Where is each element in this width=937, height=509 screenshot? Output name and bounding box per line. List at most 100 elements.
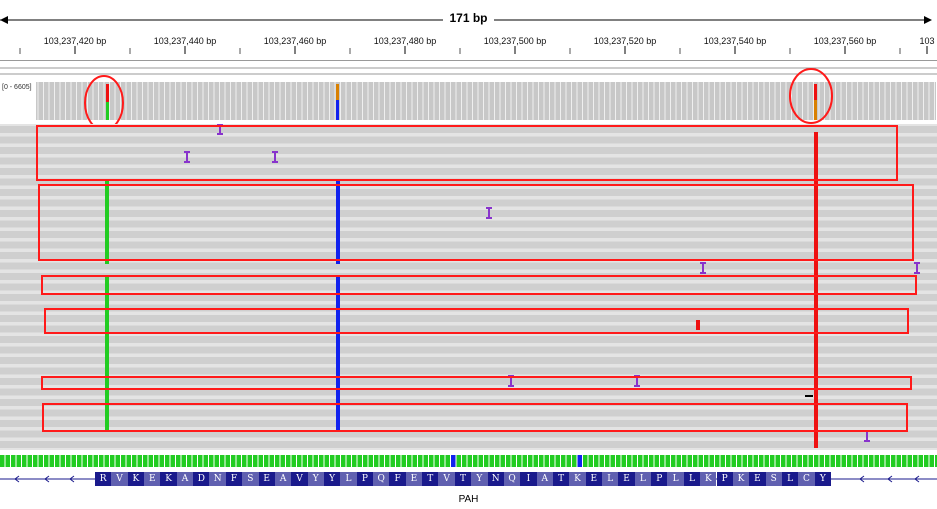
strand-arrow (69, 475, 75, 483)
reference-base (110, 455, 115, 467)
reference-base (720, 455, 725, 467)
reference-base (126, 455, 131, 467)
tick-label: 103,237,500 bp (483, 36, 547, 46)
reference-base (484, 455, 489, 467)
reference-base (478, 455, 483, 467)
reference-base (379, 455, 384, 467)
amino-acid: L (683, 472, 701, 486)
reference-base (335, 455, 340, 467)
tick-label: 103,237,560 bp (813, 36, 877, 46)
reference-base (775, 455, 780, 467)
reference-base (704, 455, 709, 467)
read (0, 178, 937, 186)
amino-acid: S (765, 472, 782, 486)
amino-acid: K (700, 472, 717, 486)
reference-base (16, 455, 21, 467)
coverage-histogram (0, 66, 937, 131)
reference-base (49, 455, 54, 467)
reference-base (847, 455, 852, 467)
read (0, 252, 937, 259)
reference-base (368, 455, 373, 467)
tick-label: 103,237,440 bp (153, 36, 217, 46)
amino-acid: E (405, 472, 423, 486)
reference-base (462, 455, 467, 467)
insertion-marker (700, 262, 706, 274)
mismatch-base (696, 320, 700, 330)
reference-base (181, 455, 186, 467)
highlight-box (44, 308, 909, 334)
reference-base (539, 455, 544, 467)
reference-base (885, 455, 890, 467)
read (0, 367, 937, 375)
reference-base (588, 455, 593, 467)
reference-base (511, 455, 516, 467)
amino-acid: P (716, 472, 733, 486)
reference-base (786, 455, 791, 467)
read (0, 357, 937, 364)
reference-base (555, 455, 560, 467)
ruler-graphic (0, 16, 932, 54)
reference-base (698, 455, 703, 467)
amino-acid: K (569, 472, 586, 486)
amino-acid: T (454, 472, 472, 486)
amino-acid: E (144, 472, 161, 486)
reference-base (852, 455, 857, 467)
reference-base (33, 455, 38, 467)
coverage-track[interactable] (0, 66, 937, 131)
reference-base (737, 455, 742, 467)
reference-base (302, 455, 307, 467)
reference-base (902, 455, 907, 467)
reference-base (506, 455, 511, 467)
strand-arrow (859, 475, 865, 483)
reference-base (176, 455, 181, 467)
reference-base (440, 455, 445, 467)
insertion-marker (914, 262, 920, 274)
reference-base (561, 455, 566, 467)
reference-base (814, 455, 819, 467)
deletion-mark (805, 395, 813, 397)
reference-base (533, 455, 538, 467)
reference-base (874, 455, 879, 467)
read (0, 241, 937, 249)
reference-base (473, 455, 478, 467)
strand-arrow (914, 475, 920, 483)
reference-base (764, 455, 769, 467)
reference-base (258, 455, 263, 467)
amino-acid: L (634, 472, 652, 486)
reference-base (143, 455, 148, 467)
insertion-marker (184, 151, 190, 163)
reference-base (495, 455, 500, 467)
reference-sequence-track[interactable] (0, 454, 937, 467)
amino-acid: D (193, 472, 210, 486)
read (0, 136, 937, 144)
reference-base (781, 455, 786, 467)
alignment-reads-track[interactable] (0, 123, 937, 450)
read (0, 262, 937, 270)
reference-base (88, 455, 93, 467)
sequence-bases (0, 455, 937, 467)
reference-base (220, 455, 225, 467)
reference-base (687, 455, 692, 467)
reference-base (709, 455, 714, 467)
reference-base (38, 455, 43, 467)
read (0, 126, 937, 133)
reference-base (346, 455, 351, 467)
tick-label: 103,237,520 bp (593, 36, 657, 46)
reference-base (203, 455, 208, 467)
ruler-track[interactable]: 171 bp 103,237,420 bp 103,237,440 bp 103,2… (0, 0, 937, 60)
reference-base (693, 455, 698, 467)
reference-base (132, 455, 137, 467)
reference-base (170, 455, 175, 467)
reference-base (313, 455, 318, 467)
gene-name-label: PAH (458, 494, 479, 505)
coverage-range-label: [0 - 6605] (2, 84, 32, 91)
reference-base (22, 455, 27, 467)
reference-base (225, 455, 230, 467)
reference-base (517, 455, 522, 467)
reference-base (55, 455, 60, 467)
coverage-allele-c (336, 100, 339, 120)
reference-base (770, 455, 775, 467)
amino-acid: L (667, 472, 684, 486)
